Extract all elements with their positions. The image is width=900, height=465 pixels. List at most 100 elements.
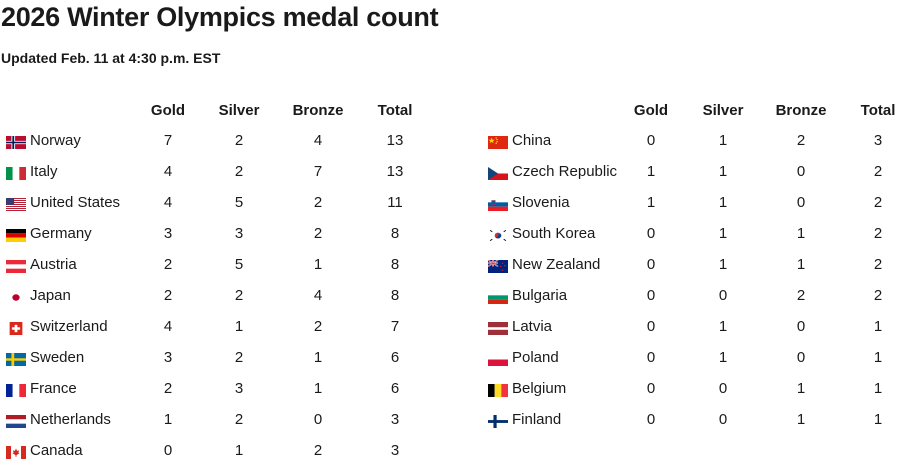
canada-flag-icon — [6, 446, 26, 459]
silver-count: 2 — [234, 132, 244, 149]
table-row: South Korea 0 1 1 2 — [0, 223, 900, 247]
bronze-count: 7 — [313, 163, 323, 180]
silver-count: 2 — [234, 163, 244, 180]
silver-count: 1 — [718, 256, 728, 273]
total-count: 3 — [873, 132, 883, 149]
total-count: 13 — [386, 163, 404, 180]
silver-count: 1 — [234, 442, 244, 459]
bronze-count: 2 — [313, 442, 323, 459]
country-name: Netherlands — [30, 411, 111, 428]
bronze-count: 1 — [796, 380, 806, 397]
country-name: Czech Republic — [512, 163, 618, 180]
total-count: 3 — [390, 411, 400, 428]
table-row: China 0 1 2 3 — [0, 130, 900, 154]
total-count: 8 — [390, 256, 400, 273]
new-zealand-flag-icon — [488, 260, 508, 273]
silver-count: 5 — [234, 194, 244, 211]
silver-count: 5 — [234, 256, 244, 273]
germany-flag-icon — [6, 229, 26, 242]
gold-count: 0 — [646, 380, 656, 397]
south-korea-flag-icon — [488, 229, 508, 242]
silver-count: 1 — [718, 349, 728, 366]
total-count: 1 — [873, 411, 883, 428]
table-row: Netherlands 1 2 0 3 — [0, 409, 900, 433]
left-header-silver: Silver — [218, 102, 260, 119]
bronze-count: 4 — [313, 287, 323, 304]
table-row: Belgium 0 0 1 1 — [0, 378, 900, 402]
gold-count: 1 — [163, 411, 173, 428]
total-count: 1 — [873, 349, 883, 366]
table-row: Sweden 3 2 1 6 — [0, 347, 900, 371]
gold-count: 1 — [646, 163, 656, 180]
bronze-count: 1 — [313, 380, 323, 397]
gold-count: 4 — [163, 194, 173, 211]
table-row: Finland 0 0 1 1 — [0, 409, 900, 433]
right-header-bronze: Bronze — [775, 102, 827, 119]
country-name: Japan — [30, 287, 71, 304]
bronze-count: 0 — [796, 163, 806, 180]
table-row: New Zealand 0 1 1 2 — [0, 254, 900, 278]
silver-count: 2 — [234, 287, 244, 304]
japan-flag-icon — [6, 291, 26, 304]
bronze-count: 1 — [796, 256, 806, 273]
bronze-count: 2 — [796, 132, 806, 149]
country-name: United States — [30, 194, 121, 211]
country-name: Germany — [30, 225, 92, 242]
gold-count: 1 — [646, 194, 656, 211]
table-row: Bulgaria 0 0 2 2 — [0, 285, 900, 309]
silver-count: 2 — [234, 411, 244, 428]
country-name: Italy — [30, 163, 58, 180]
country-name: Norway — [30, 132, 81, 149]
total-count: 2 — [873, 225, 883, 242]
country-name: New Zealand — [512, 256, 601, 273]
italy-flag-icon — [6, 167, 26, 180]
gold-count: 2 — [163, 287, 173, 304]
silver-count: 1 — [718, 225, 728, 242]
bronze-count: 1 — [796, 411, 806, 428]
table-row: Poland 0 1 0 1 — [0, 347, 900, 371]
total-count: 3 — [390, 442, 400, 459]
bronze-count: 1 — [796, 225, 806, 242]
czech-republic-flag-icon — [488, 167, 508, 180]
gold-count: 0 — [163, 442, 173, 459]
netherlands-flag-icon — [6, 415, 26, 428]
country-name: France — [30, 380, 77, 397]
table-row: Germany 3 3 2 8 — [0, 223, 900, 247]
table-row: Latvia 0 1 0 1 — [0, 316, 900, 340]
silver-count: 1 — [718, 194, 728, 211]
norway-flag-icon — [6, 136, 26, 149]
gold-count: 0 — [646, 132, 656, 149]
total-count: 8 — [390, 225, 400, 242]
country-name: Slovenia — [512, 194, 570, 211]
total-count: 1 — [873, 380, 883, 397]
country-name: Latvia — [512, 318, 553, 335]
table-row: Switzerland 4 1 2 7 — [0, 316, 900, 340]
austria-flag-icon — [6, 260, 26, 273]
silver-count: 0 — [718, 411, 728, 428]
switzerland-flag-icon — [6, 322, 26, 335]
page-title: 2026 Winter Olympics medal count — [1, 2, 439, 32]
table-row: Slovenia 1 1 0 2 — [0, 192, 900, 216]
silver-count: 0 — [718, 287, 728, 304]
table-row: France 2 3 1 6 — [0, 378, 900, 402]
silver-count: 1 — [718, 318, 728, 335]
table-row: Austria 2 5 1 8 — [0, 254, 900, 278]
country-name: Austria — [30, 256, 77, 273]
gold-count: 4 — [163, 163, 173, 180]
silver-count: 1 — [234, 318, 244, 335]
total-count: 1 — [873, 318, 883, 335]
gold-count: 3 — [163, 349, 173, 366]
united-states-flag-icon — [6, 198, 26, 211]
gold-count: 7 — [163, 132, 173, 149]
total-count: 2 — [873, 287, 883, 304]
bronze-count: 4 — [313, 132, 323, 149]
silver-count: 3 — [234, 225, 244, 242]
bulgaria-flag-icon — [488, 291, 508, 304]
gold-count: 0 — [646, 225, 656, 242]
total-count: 7 — [390, 318, 400, 335]
total-count: 11 — [387, 194, 403, 211]
table-row: Italy 4 2 7 13 — [0, 161, 900, 185]
gold-count: 0 — [646, 411, 656, 428]
poland-flag-icon — [488, 353, 508, 366]
gold-count: 4 — [163, 318, 173, 335]
